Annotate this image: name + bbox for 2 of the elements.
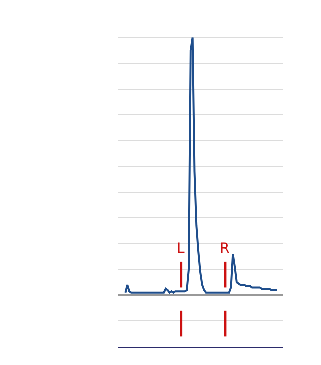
annotation: R [220, 241, 230, 257]
annotation: L [177, 241, 185, 257]
